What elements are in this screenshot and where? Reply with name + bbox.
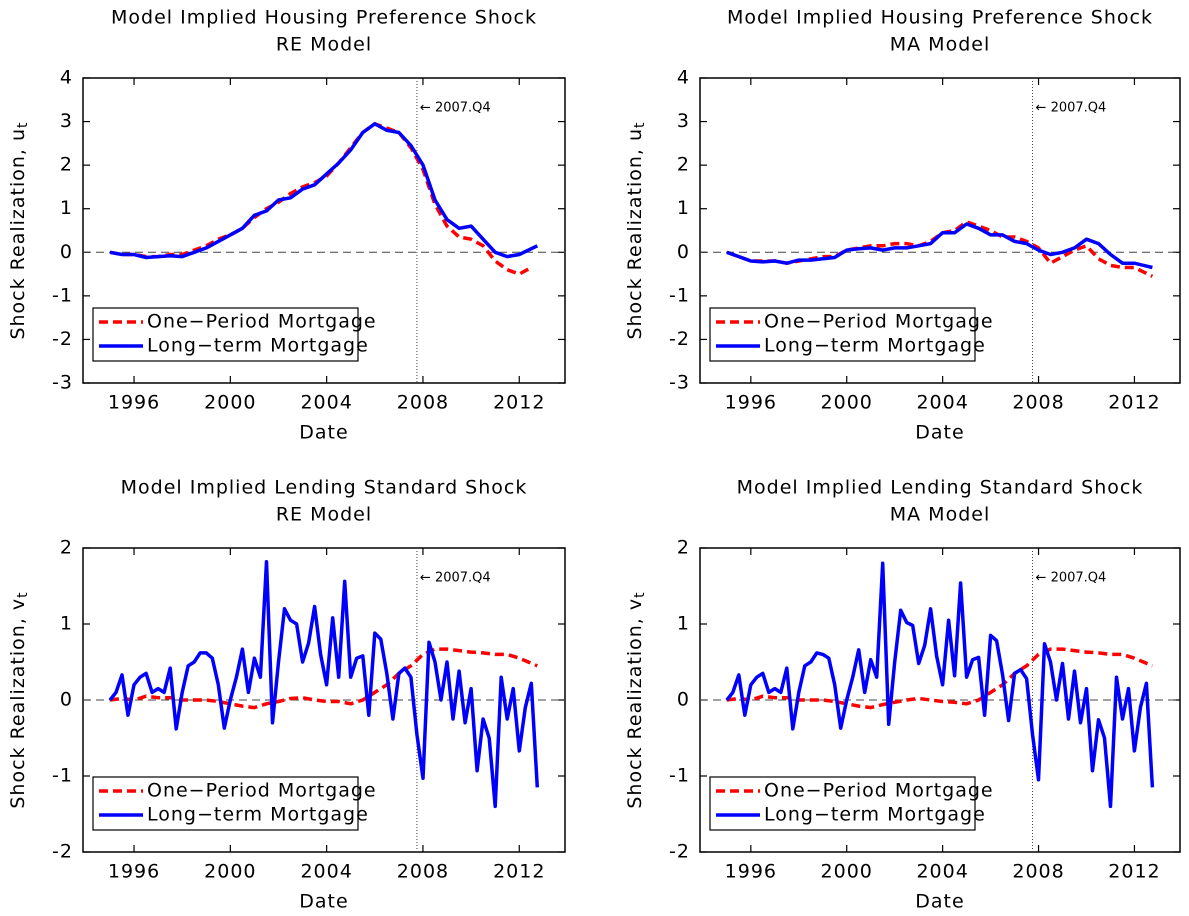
y-tick-label: 3: [60, 110, 73, 132]
x-tick-label: 2012: [1108, 392, 1160, 414]
plot-frame: [82, 77, 566, 384]
x-tick-label: 2008: [1012, 861, 1064, 883]
chart-title: Model Implied Lending Standard Shock: [737, 477, 1144, 499]
y-tick-label: 0: [60, 241, 73, 263]
x-tick-label: 2004: [300, 392, 352, 414]
y-tick-label: -1: [52, 765, 73, 787]
legend-label: One−Period Mortgage: [147, 780, 377, 802]
y-tick-label: 1: [60, 613, 73, 635]
event-annotation: ← 2007.Q4: [420, 101, 491, 116]
y-axis-label-subscript: t: [632, 121, 648, 128]
y-tick-label: 3: [677, 110, 690, 132]
plot-frame: [699, 77, 1181, 384]
series-line: [109, 122, 533, 276]
x-tick-label: 2004: [916, 861, 968, 883]
chart-title: Model Implied Housing Preference Shock: [727, 7, 1153, 29]
chart-subtitle: MA Model: [890, 34, 990, 56]
legend-box: [709, 776, 976, 831]
legend-box: [92, 307, 359, 362]
y-tick-label: -2: [669, 328, 690, 350]
chart-title: Model Implied Housing Preference Shock: [111, 7, 537, 29]
y-axis-label-subscript: t: [15, 121, 31, 128]
y-tick-label: 4: [60, 67, 73, 89]
chart-title: Model Implied Lending Standard Shock: [121, 477, 528, 499]
y-axis-label: Shock Realization, ut: [624, 121, 649, 339]
y-tick-label: 0: [677, 689, 690, 711]
series-line: [726, 220, 1154, 278]
x-tick-label: 1996: [108, 861, 160, 883]
y-axis-label-subscript: t: [632, 591, 648, 598]
event-annotation: ← 2007.Q4: [1036, 101, 1107, 116]
y-axis-label: Shock Realization, vt: [624, 591, 649, 808]
event-annotation: ← 2007.Q4: [420, 571, 491, 586]
y-tick-label: -3: [669, 372, 690, 394]
x-tick-label: 1996: [725, 392, 777, 414]
y-axis-label-subscript: t: [15, 591, 31, 598]
x-tick-label: 2000: [204, 861, 256, 883]
chart-subtitle: MA Model: [890, 504, 990, 526]
x-tick-label: 2000: [821, 861, 873, 883]
y-axis-label-main: Shock Realization, v: [624, 598, 646, 809]
chart-subtitle: RE Model: [276, 34, 372, 56]
legend-label: One−Period Mortgage: [764, 311, 994, 333]
x-axis-label: Date: [299, 422, 348, 444]
legend-label: Long−term Mortgage: [764, 335, 986, 357]
x-tick-label: 1996: [108, 392, 160, 414]
y-axis-label-main: Shock Realization, u: [624, 128, 646, 340]
x-axis-label: Date: [915, 422, 964, 444]
y-tick-label: 2: [677, 154, 690, 176]
y-axis-label-main: Shock Realization, u: [7, 128, 29, 340]
x-tick-label: 2000: [204, 392, 256, 414]
legend-box: [709, 307, 976, 362]
legend-box: [92, 776, 359, 831]
x-axis-label: Date: [915, 891, 964, 913]
y-tick-label: 2: [677, 537, 690, 559]
event-annotation: ← 2007.Q4: [1036, 571, 1107, 586]
y-tick-label: 0: [60, 689, 73, 711]
chart-subtitle: RE Model: [276, 504, 372, 526]
x-tick-label: 2004: [916, 392, 968, 414]
legend-label: Long−term Mortgage: [764, 804, 986, 826]
x-tick-label: 2012: [493, 392, 545, 414]
series-line: [109, 122, 539, 260]
x-tick-label: 2012: [493, 861, 545, 883]
y-tick-label: -2: [669, 841, 690, 863]
legend-label: Long−term Mortgage: [147, 335, 369, 357]
y-tick-label: -1: [52, 284, 73, 306]
y-tick-label: 1: [60, 197, 73, 219]
legend-label: Long−term Mortgage: [147, 804, 369, 826]
y-axis-label-main: Shock Realization, v: [7, 598, 29, 809]
y-tick-label: 2: [60, 537, 73, 559]
series-line: [725, 561, 1155, 809]
x-tick-label: 2008: [1012, 392, 1064, 414]
legend-label: One−Period Mortgage: [764, 780, 994, 802]
x-tick-label: 2004: [300, 861, 352, 883]
y-tick-label: 2: [60, 154, 73, 176]
y-tick-label: 4: [677, 67, 690, 89]
x-tick-label: 2012: [1108, 861, 1160, 883]
y-tick-label: -1: [669, 765, 690, 787]
y-tick-label: 1: [677, 613, 690, 635]
y-tick-label: -1: [669, 284, 690, 306]
legend-label: One−Period Mortgage: [147, 311, 377, 333]
y-tick-label: -2: [52, 328, 73, 350]
y-axis-label: Shock Realization, vt: [7, 591, 32, 808]
x-tick-label: 2008: [397, 861, 449, 883]
y-tick-label: 1: [677, 197, 690, 219]
x-axis-label: Date: [299, 891, 348, 913]
x-tick-label: 2000: [821, 392, 873, 414]
x-tick-label: 1996: [725, 861, 777, 883]
y-tick-label: -2: [52, 841, 73, 863]
y-tick-label: -3: [52, 372, 73, 394]
x-tick-label: 2008: [397, 392, 449, 414]
y-axis-label: Shock Realization, ut: [7, 121, 32, 339]
series-line: [108, 559, 540, 809]
y-tick-label: 0: [677, 241, 690, 263]
series-line: [726, 222, 1153, 270]
